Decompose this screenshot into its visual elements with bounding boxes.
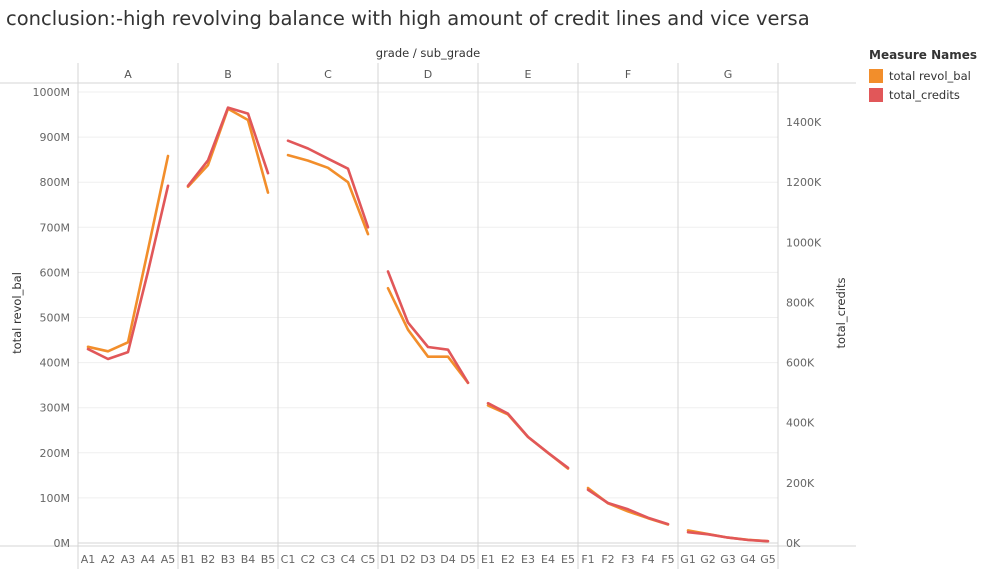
y-tick-label-left: 0M bbox=[54, 537, 71, 550]
sub-grade-label: D2 bbox=[400, 553, 415, 566]
series-line-total-credits bbox=[186, 106, 270, 188]
legend-item[interactable]: total revol_bal bbox=[869, 66, 977, 85]
chart-title: conclusion:-high revolving balance with … bbox=[6, 7, 810, 30]
y-tick-label-right: 800K bbox=[786, 296, 815, 309]
y-tick-label-left: 300M bbox=[40, 402, 71, 415]
series-line-total-revol-bal bbox=[86, 154, 170, 353]
sub-grade-label: E5 bbox=[561, 553, 575, 566]
grade-label: E bbox=[525, 68, 532, 81]
grade-label: D bbox=[424, 68, 432, 81]
legend-items: total revol_bal total_credits bbox=[869, 66, 977, 104]
y-axis-title-left: total revol_bal bbox=[10, 272, 24, 354]
y-tick-label-right: 200K bbox=[786, 477, 815, 490]
y-tick-label-right: 600K bbox=[786, 357, 815, 370]
y-tick-label-left: 700M bbox=[40, 221, 71, 234]
sub-grade-label: C2 bbox=[301, 553, 316, 566]
y-tick-label-left: 600M bbox=[40, 266, 71, 279]
series-line-total-credits bbox=[286, 139, 370, 229]
sub-grade-label: A4 bbox=[141, 553, 156, 566]
y-tick-label-right: 400K bbox=[786, 417, 815, 430]
frame-layer bbox=[0, 63, 856, 569]
sub-grade-label: B3 bbox=[221, 553, 236, 566]
legend-swatch bbox=[869, 68, 883, 83]
sub-grade-label: C1 bbox=[281, 553, 296, 566]
y-tick-label-left: 500M bbox=[40, 312, 71, 325]
y-tick-label-right: 1200K bbox=[786, 176, 822, 189]
sub-grade-label: E4 bbox=[541, 553, 555, 566]
legend-label: total revol_bal bbox=[889, 68, 971, 83]
y-tick-label-right: 1400K bbox=[786, 116, 822, 129]
sub-grade-label: A3 bbox=[121, 553, 136, 566]
y-tick-label-left: 900M bbox=[40, 131, 71, 144]
sub-grade-label: A2 bbox=[101, 553, 116, 566]
sub-grade-label: F3 bbox=[621, 553, 634, 566]
legend-item[interactable]: total_credits bbox=[869, 85, 977, 104]
grade-label: G bbox=[724, 68, 733, 81]
y-tick-label-left: 1000M bbox=[33, 86, 71, 99]
sub-grade-label: A1 bbox=[81, 553, 96, 566]
y-tick-label-right: 0K bbox=[786, 537, 801, 550]
y-axis-title-right: total_credits bbox=[834, 278, 848, 349]
sub-grade-label: B1 bbox=[181, 553, 196, 566]
series-line-total-credits bbox=[386, 270, 470, 385]
sub-grade-label: F5 bbox=[661, 553, 674, 566]
series-line-total-revol-bal bbox=[386, 286, 470, 385]
sub-grade-label: C5 bbox=[361, 553, 376, 566]
sub-grade-label: D3 bbox=[420, 553, 435, 566]
sub-grade-label: F1 bbox=[581, 553, 594, 566]
sub-grade-label: E3 bbox=[521, 553, 535, 566]
sub-grade-label: D1 bbox=[380, 553, 395, 566]
grade-label: F bbox=[625, 68, 631, 81]
sub-grade-label: E2 bbox=[501, 553, 515, 566]
sub-grade-label: B4 bbox=[241, 553, 256, 566]
series-line-total-credits bbox=[486, 401, 570, 470]
y-tick-label-right: 1000K bbox=[786, 236, 822, 249]
sub-grade-label: D5 bbox=[460, 553, 475, 566]
sub-grade-label: C3 bbox=[321, 553, 336, 566]
legend-label: total_credits bbox=[889, 87, 960, 102]
sub-grade-label: F2 bbox=[601, 553, 614, 566]
sub-grade-label: C4 bbox=[341, 553, 356, 566]
legend-title: Measure Names bbox=[869, 48, 978, 62]
y-tick-label-left: 100M bbox=[40, 492, 71, 505]
sub-grade-label: E1 bbox=[481, 553, 495, 566]
sub-grade-label: G4 bbox=[740, 553, 756, 566]
sub-grade-label: G1 bbox=[680, 553, 696, 566]
legend: Measure Names total revol_bal total_credi… bbox=[869, 48, 977, 104]
y-tick-label-left: 400M bbox=[40, 357, 71, 370]
sub-grade-label: B2 bbox=[201, 553, 216, 566]
legend-swatch bbox=[869, 87, 883, 102]
y-tick-label-left: 800M bbox=[40, 176, 71, 189]
sub-grade-label: G2 bbox=[700, 553, 716, 566]
series-line-total-credits bbox=[86, 184, 170, 361]
y-tick-label-left: 200M bbox=[40, 447, 71, 460]
sub-grade-label: G5 bbox=[760, 553, 776, 566]
series-line-total-revol-bal bbox=[286, 153, 370, 236]
series-line-total-credits bbox=[686, 530, 770, 543]
sub-grade-label: G3 bbox=[720, 553, 736, 566]
grade-label: A bbox=[124, 68, 132, 81]
series-layer bbox=[86, 106, 770, 543]
sub-grade-label: B5 bbox=[261, 553, 276, 566]
series-line-total-credits bbox=[586, 488, 670, 526]
series-line-total-revol-bal bbox=[186, 107, 270, 194]
header-label: grade / sub_grade bbox=[376, 46, 480, 60]
sub-grade-label: F4 bbox=[641, 553, 654, 566]
sub-grade-label: A5 bbox=[161, 553, 176, 566]
grade-label: C bbox=[324, 68, 332, 81]
grid-layer bbox=[78, 91, 778, 544]
label-layer: 0M 100M 200M 300M 400M 500M 600M 700M 800M 900M 10… bbox=[33, 68, 822, 566]
sub-grade-label: D4 bbox=[440, 553, 455, 566]
grade-label: B bbox=[224, 68, 232, 81]
